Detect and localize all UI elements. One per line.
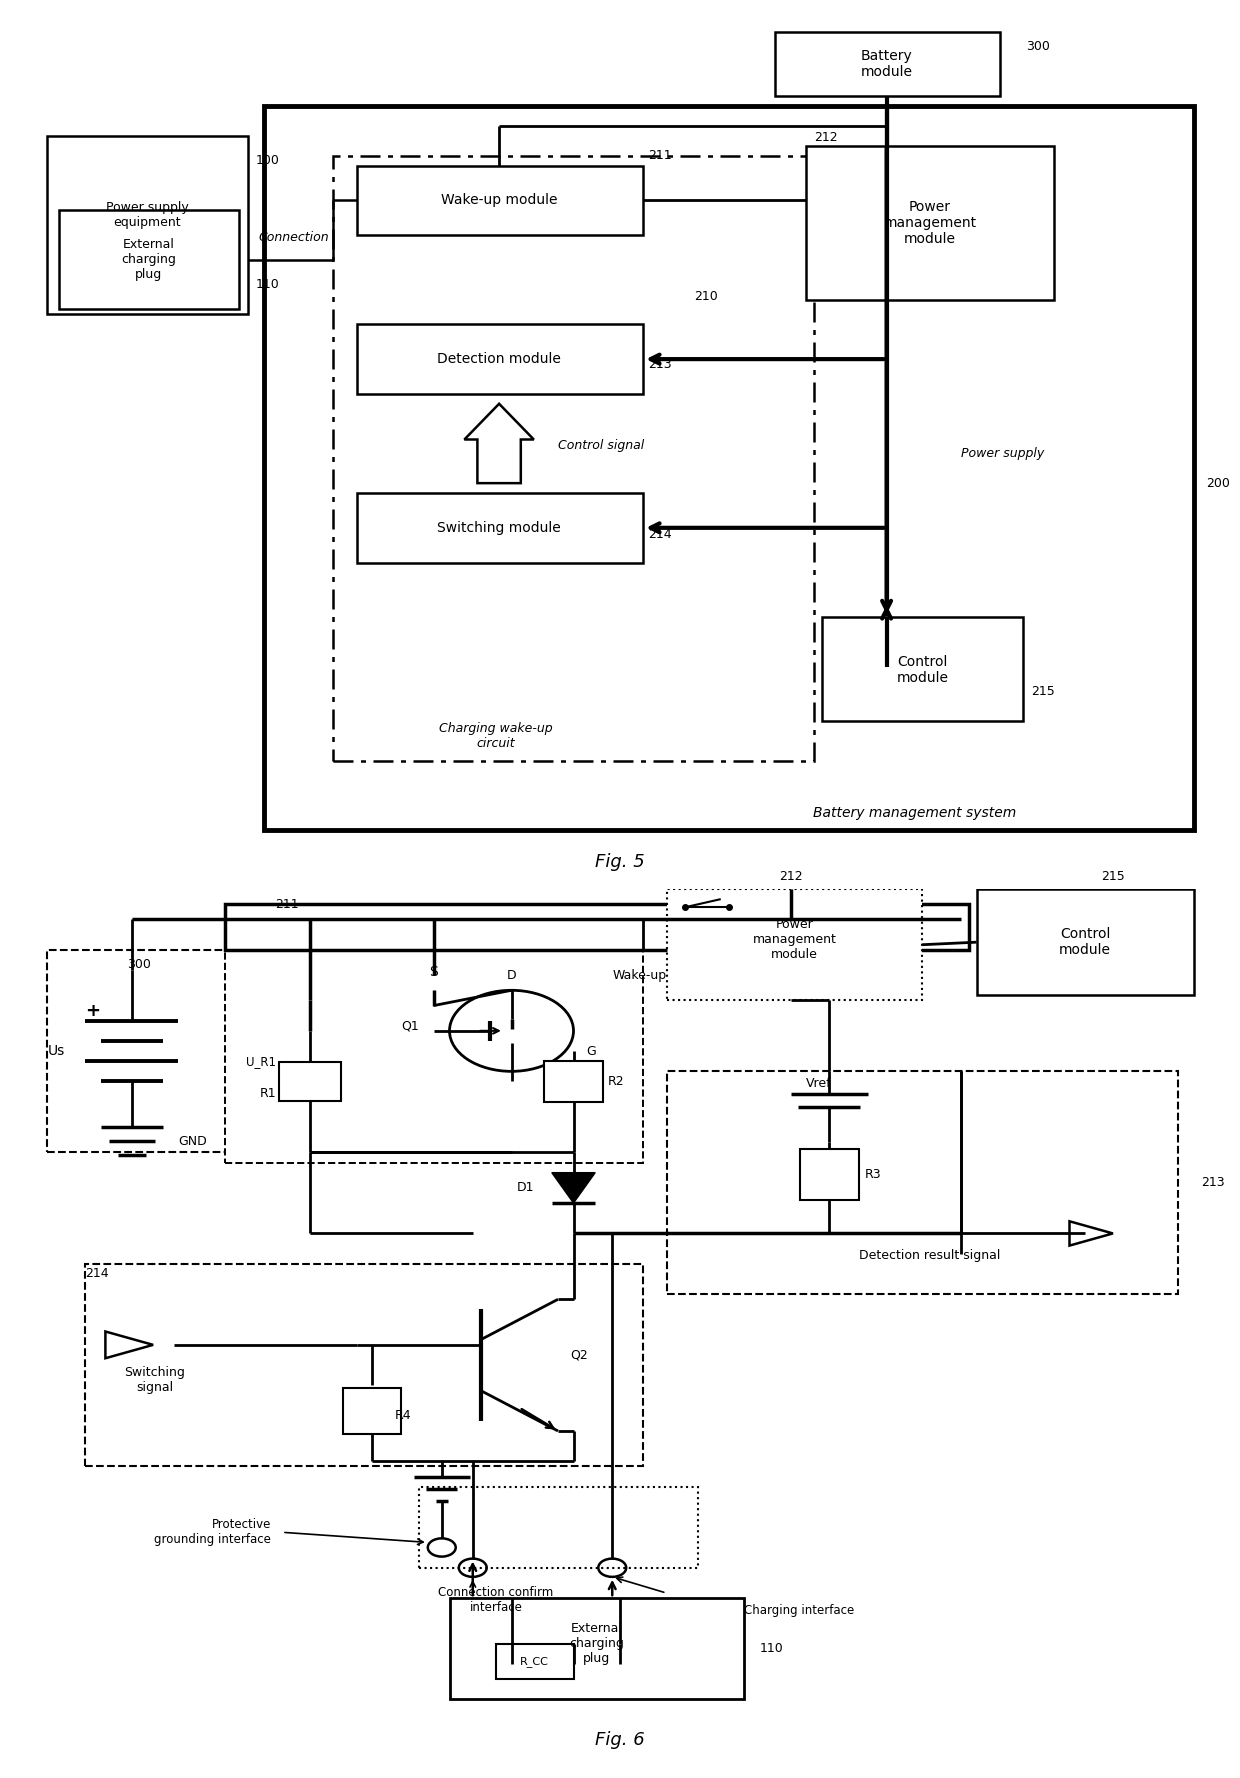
Text: Connection: Connection (258, 231, 329, 244)
Text: 300: 300 (128, 958, 151, 971)
Text: 200: 200 (1205, 477, 1230, 489)
Text: Q1: Q1 (401, 1019, 419, 1033)
Text: Switching
signal: Switching signal (124, 1366, 186, 1394)
Bar (263, 107, 1193, 830)
Text: Charging interface: Charging interface (744, 1604, 854, 1616)
Text: 214: 214 (86, 1268, 109, 1280)
Text: 300: 300 (1027, 41, 1050, 53)
Text: External
charging
plug: External charging plug (569, 1622, 624, 1666)
Text: Wake-up: Wake-up (613, 969, 666, 981)
Bar (544, 1061, 603, 1102)
Text: Wake-up module: Wake-up module (441, 194, 557, 208)
Text: 213: 213 (1202, 1177, 1225, 1189)
Text: D: D (507, 969, 516, 981)
Text: R2: R2 (608, 1076, 624, 1088)
Bar (449, 1598, 744, 1700)
Text: 215: 215 (1101, 871, 1125, 884)
Bar (806, 146, 1054, 299)
Text: Detection module: Detection module (438, 352, 560, 366)
Text: 215: 215 (1030, 685, 1054, 699)
Bar (357, 165, 644, 235)
Bar (224, 905, 968, 949)
Text: External
charging
plug: External charging plug (122, 238, 176, 281)
Text: Power supply
equipment: Power supply equipment (105, 201, 188, 229)
Text: R1: R1 (259, 1086, 277, 1101)
Text: 110: 110 (255, 277, 279, 292)
Text: Fig. 5: Fig. 5 (595, 853, 645, 871)
Bar (224, 944, 644, 1163)
Bar (47, 949, 272, 1152)
Bar (667, 1072, 1178, 1294)
Text: U_R1: U_R1 (246, 1054, 277, 1069)
Text: D1: D1 (517, 1181, 534, 1195)
Text: 211: 211 (647, 149, 672, 162)
Bar (334, 156, 813, 761)
Bar (775, 32, 999, 96)
Text: 210: 210 (694, 290, 718, 302)
Text: GND: GND (179, 1134, 207, 1149)
Text: Protective
grounding interface: Protective grounding interface (154, 1518, 272, 1547)
Polygon shape (552, 1173, 595, 1204)
Bar (977, 889, 1193, 996)
Text: R4: R4 (396, 1410, 412, 1422)
Text: Fig. 6: Fig. 6 (595, 1732, 645, 1750)
Text: Control signal: Control signal (558, 439, 645, 452)
Text: G: G (585, 1045, 595, 1058)
Text: Control
module: Control module (1059, 926, 1111, 957)
Bar (47, 135, 248, 315)
Text: Q2: Q2 (570, 1348, 588, 1362)
Text: 212: 212 (779, 871, 802, 884)
Text: Power
management
module: Power management module (753, 917, 836, 962)
Text: R_CC: R_CC (521, 1657, 549, 1668)
Bar (86, 1264, 644, 1467)
Text: S: S (429, 965, 439, 980)
Text: Battery
module: Battery module (861, 50, 913, 80)
Bar (667, 889, 923, 1001)
Bar (821, 617, 1023, 722)
Text: Us: Us (48, 1044, 66, 1058)
Text: 212: 212 (813, 132, 837, 144)
Text: Charging wake-up
circuit: Charging wake-up circuit (439, 722, 553, 750)
Bar (419, 1486, 697, 1568)
Text: 213: 213 (647, 357, 672, 370)
Text: 110: 110 (759, 1643, 784, 1655)
Text: Power
management
module: Power management module (883, 199, 977, 247)
Text: R3: R3 (866, 1168, 882, 1181)
Bar (60, 210, 238, 309)
Text: Battery management system: Battery management system (813, 805, 1016, 820)
Text: Connection confirm
interface: Connection confirm interface (439, 1586, 553, 1614)
Bar (342, 1389, 402, 1433)
Bar (357, 324, 644, 395)
Bar (800, 1149, 858, 1200)
Text: 214: 214 (647, 528, 672, 541)
Bar (357, 493, 644, 562)
Bar (279, 1061, 341, 1101)
Text: 211: 211 (275, 898, 299, 910)
Text: +: + (86, 1001, 100, 1019)
Text: 100: 100 (255, 155, 280, 167)
Text: Control
module: Control module (897, 654, 949, 685)
Text: Detection result signal: Detection result signal (859, 1250, 1001, 1262)
Bar (496, 1643, 573, 1678)
Text: Switching module: Switching module (438, 521, 560, 535)
Text: Power supply: Power supply (961, 446, 1044, 461)
Text: Vref: Vref (806, 1077, 832, 1090)
